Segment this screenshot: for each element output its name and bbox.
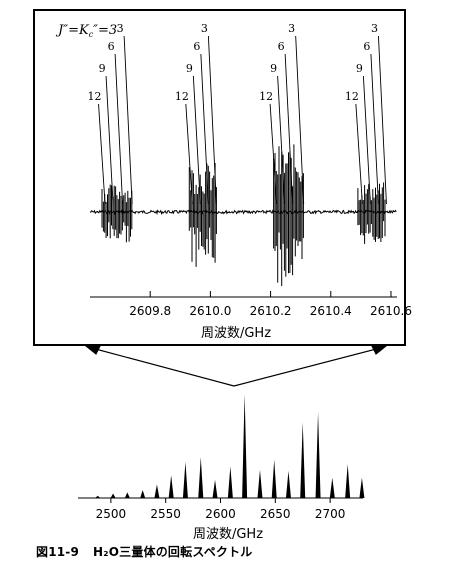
overview-bar bbox=[140, 490, 146, 498]
inset-peak-label: 6 bbox=[278, 40, 285, 53]
overview-x-axis-label: 周波数/GHz bbox=[193, 527, 263, 542]
inset-label-leader bbox=[377, 35, 387, 205]
inset-label-leader bbox=[277, 75, 286, 205]
overview-bar bbox=[271, 459, 277, 498]
overview-bar bbox=[285, 470, 291, 498]
inset-frame bbox=[33, 9, 406, 346]
inset-label-leader bbox=[192, 75, 201, 205]
overview-bar bbox=[124, 492, 130, 498]
inset-label-leader bbox=[114, 53, 124, 205]
overview-x-tick-label: 2600 bbox=[205, 507, 236, 521]
inset-peak-label: 6 bbox=[108, 40, 115, 53]
inset-label-leader bbox=[295, 35, 305, 205]
overview-bar bbox=[329, 477, 335, 498]
inset-label-leader bbox=[123, 35, 133, 205]
inset-peak-label: 3 bbox=[371, 22, 378, 35]
inset-label-leader bbox=[355, 103, 363, 205]
inset-label-leader bbox=[269, 103, 278, 205]
inset-peak-label: 9 bbox=[356, 62, 363, 75]
overview-bar bbox=[345, 464, 351, 498]
inset-annotation: J″=Kc″=3 bbox=[55, 23, 117, 39]
inset-x-axis-label: 周波数/GHz bbox=[201, 326, 271, 341]
inset-peak-label: 9 bbox=[270, 62, 277, 75]
inset-spectrum-trace bbox=[89, 144, 397, 286]
overview-x-tick-label: 2650 bbox=[260, 507, 291, 521]
inset-x-tick-label: 2610.0 bbox=[189, 304, 231, 318]
inset-peak-label: 9 bbox=[99, 62, 106, 75]
overview-bar bbox=[182, 461, 188, 498]
inset-peak-label: 12 bbox=[259, 90, 273, 103]
inset-peak-label: 12 bbox=[345, 90, 359, 103]
overview-bar bbox=[198, 457, 204, 498]
overview-bar bbox=[110, 493, 116, 498]
caption-text: H₂O三量体の回転スペクトル bbox=[93, 545, 253, 559]
inset-peak-label: 12 bbox=[88, 90, 102, 103]
overview-x-axis: 2500 2550 2600 2650 2700 bbox=[78, 497, 363, 521]
overview-bar bbox=[95, 495, 101, 498]
inset-peak-label: 6 bbox=[363, 40, 370, 53]
inset-label-leader bbox=[185, 103, 193, 205]
inset-label-leader bbox=[370, 53, 379, 205]
inset-x-tick-label: 2610.4 bbox=[310, 304, 352, 318]
overview-bar bbox=[227, 466, 233, 498]
inset-x-axis: 2609.8 2610.0 2610.2 2610.4 2610.6 bbox=[90, 291, 412, 318]
inset-label-leader bbox=[284, 53, 294, 205]
inset-x-tick-label: 2610.2 bbox=[250, 304, 292, 318]
zoom-connector bbox=[84, 345, 388, 387]
overview-bar bbox=[257, 469, 263, 498]
caption-number: 図11-9 bbox=[36, 545, 80, 559]
overview-bar bbox=[154, 484, 160, 498]
overview-bar bbox=[242, 394, 248, 498]
overview-bar bbox=[359, 477, 365, 498]
inset-peak-label: 12 bbox=[175, 90, 189, 103]
overview-bar bbox=[300, 422, 306, 498]
overview-bars bbox=[95, 394, 365, 498]
inset-baseline bbox=[89, 209, 397, 216]
inset-label-leader bbox=[362, 75, 371, 205]
overview-bar bbox=[212, 479, 218, 498]
inset-label-leader bbox=[207, 35, 217, 205]
inset-peak-label: 9 bbox=[186, 62, 193, 75]
figure-caption: 図11-9 H₂O三量体の回転スペクトル bbox=[36, 543, 253, 560]
inset-label-leader bbox=[105, 75, 114, 205]
inset-x-tick-label: 2609.8 bbox=[129, 304, 171, 318]
inset-peak-label: 6 bbox=[193, 40, 200, 53]
inset-peak-label: 3 bbox=[117, 22, 124, 35]
overview-x-tick-label: 2700 bbox=[315, 507, 346, 521]
overview-bar bbox=[168, 475, 174, 498]
inset-label-leader bbox=[98, 103, 106, 205]
inset-peak-label: 3 bbox=[288, 22, 295, 35]
overview-bar bbox=[315, 412, 321, 498]
overview-x-tick-label: 2550 bbox=[150, 507, 181, 521]
inset-x-tick-label: 2610.6 bbox=[370, 304, 412, 318]
overview-x-tick-label: 2500 bbox=[96, 507, 127, 521]
inset-label-leader bbox=[200, 53, 209, 205]
inset-peak-label: 3 bbox=[201, 22, 208, 35]
